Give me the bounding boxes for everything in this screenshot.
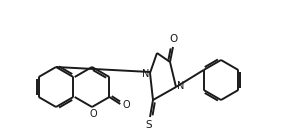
Text: N: N (142, 69, 149, 79)
Text: N: N (177, 81, 184, 91)
Text: S: S (146, 120, 152, 130)
Text: O: O (122, 100, 130, 110)
Text: O: O (170, 34, 178, 44)
Text: O: O (89, 109, 97, 119)
